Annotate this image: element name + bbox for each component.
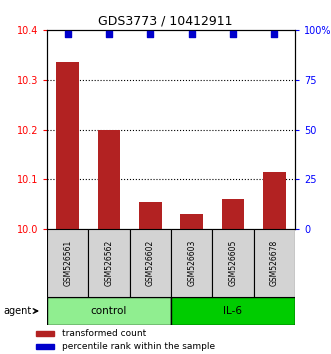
Bar [212, 229, 254, 297]
Text: GSM526603: GSM526603 [187, 240, 196, 286]
Bar [171, 229, 212, 297]
Bar [171, 297, 295, 325]
Text: GSM526562: GSM526562 [105, 240, 114, 286]
Point [65, 31, 70, 37]
Bar [222, 199, 244, 229]
Point [106, 31, 112, 37]
Text: GSM526678: GSM526678 [270, 240, 279, 286]
Bar [88, 229, 130, 297]
Bar [254, 229, 295, 297]
Text: GDS3773 / 10412911: GDS3773 / 10412911 [98, 14, 233, 27]
Text: transformed count: transformed count [62, 330, 146, 338]
Bar [130, 229, 171, 297]
Text: IL-6: IL-6 [223, 306, 243, 316]
Text: GSM526561: GSM526561 [63, 240, 72, 286]
Bar [56, 62, 79, 229]
Bar [98, 130, 120, 229]
Bar [139, 202, 162, 229]
Bar [47, 297, 171, 325]
Bar [263, 172, 286, 229]
Point [148, 31, 153, 37]
Text: percentile rank within the sample: percentile rank within the sample [62, 342, 215, 352]
Bar [47, 229, 88, 297]
Bar [36, 331, 54, 336]
Text: control: control [91, 306, 127, 316]
Bar [180, 214, 203, 229]
Point [189, 31, 194, 37]
Text: GSM526602: GSM526602 [146, 240, 155, 286]
Text: GSM526605: GSM526605 [228, 240, 238, 286]
Point [230, 31, 236, 37]
Text: agent: agent [3, 306, 31, 316]
Point [272, 31, 277, 37]
Bar [36, 344, 54, 349]
